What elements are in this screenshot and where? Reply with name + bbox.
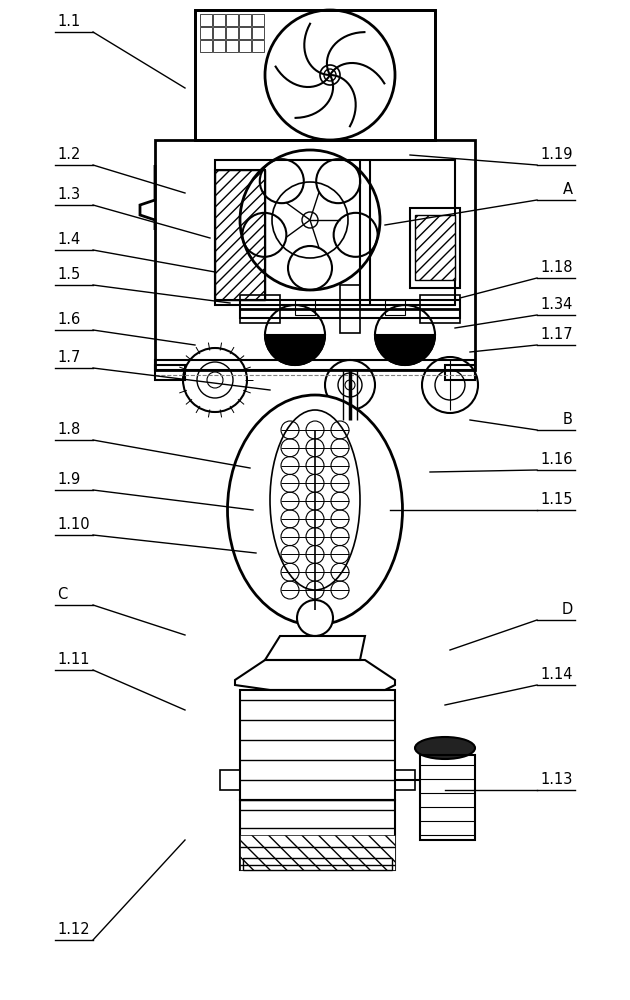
- Wedge shape: [265, 335, 325, 365]
- Bar: [200, 40, 212, 52]
- Text: 1.13: 1.13: [541, 772, 573, 787]
- Ellipse shape: [227, 395, 403, 625]
- Text: 1.16: 1.16: [541, 452, 573, 467]
- Bar: [226, 14, 238, 26]
- Bar: [240, 295, 280, 323]
- Text: 1.7: 1.7: [57, 350, 81, 365]
- Bar: [240, 835, 395, 870]
- Bar: [252, 27, 264, 39]
- Bar: [239, 40, 251, 52]
- Bar: [155, 360, 475, 370]
- Bar: [155, 365, 185, 380]
- Ellipse shape: [415, 737, 475, 759]
- Text: 1.11: 1.11: [57, 652, 89, 667]
- Text: 1.3: 1.3: [57, 187, 80, 202]
- Bar: [226, 40, 238, 52]
- Text: C: C: [57, 587, 67, 602]
- Bar: [420, 295, 460, 323]
- Text: 1.14: 1.14: [541, 667, 573, 682]
- Bar: [213, 40, 225, 52]
- Text: 1.34: 1.34: [541, 297, 573, 312]
- Text: 1.1: 1.1: [57, 14, 80, 29]
- Bar: [239, 27, 251, 39]
- Bar: [213, 27, 225, 39]
- Circle shape: [302, 212, 318, 228]
- Bar: [415, 215, 455, 280]
- Bar: [195, 10, 435, 140]
- Text: 1.6: 1.6: [57, 312, 80, 327]
- Bar: [220, 770, 240, 790]
- Text: D: D: [562, 602, 573, 617]
- Ellipse shape: [270, 410, 360, 590]
- Text: 1.2: 1.2: [57, 147, 81, 162]
- Text: 1.17: 1.17: [541, 327, 573, 342]
- Bar: [226, 27, 238, 39]
- Bar: [252, 40, 264, 52]
- Text: 1.4: 1.4: [57, 232, 80, 247]
- Bar: [240, 690, 395, 800]
- Bar: [155, 140, 475, 370]
- Wedge shape: [375, 335, 435, 365]
- Bar: [445, 365, 475, 380]
- Bar: [410, 208, 460, 288]
- Bar: [395, 770, 415, 790]
- Text: 1.10: 1.10: [57, 517, 89, 532]
- Text: A: A: [563, 182, 573, 197]
- Bar: [215, 160, 455, 305]
- Bar: [243, 858, 392, 870]
- Text: 1.8: 1.8: [57, 422, 80, 437]
- Text: 1.18: 1.18: [541, 260, 573, 275]
- Bar: [195, 10, 435, 140]
- Bar: [215, 170, 265, 300]
- Text: 1.15: 1.15: [541, 492, 573, 507]
- Bar: [213, 14, 225, 26]
- Bar: [252, 14, 264, 26]
- Bar: [420, 755, 475, 840]
- Bar: [240, 300, 460, 318]
- Text: 1.9: 1.9: [57, 472, 80, 487]
- Bar: [295, 300, 315, 315]
- Circle shape: [297, 600, 333, 636]
- Circle shape: [324, 69, 336, 81]
- Bar: [200, 27, 212, 39]
- Bar: [340, 285, 360, 333]
- Text: B: B: [563, 412, 573, 427]
- Bar: [240, 800, 395, 870]
- Bar: [385, 300, 405, 315]
- Text: 1.12: 1.12: [57, 922, 89, 937]
- Text: 1.5: 1.5: [57, 267, 80, 282]
- Text: 1.19: 1.19: [541, 147, 573, 162]
- Bar: [200, 14, 212, 26]
- Bar: [215, 170, 265, 300]
- Bar: [239, 14, 251, 26]
